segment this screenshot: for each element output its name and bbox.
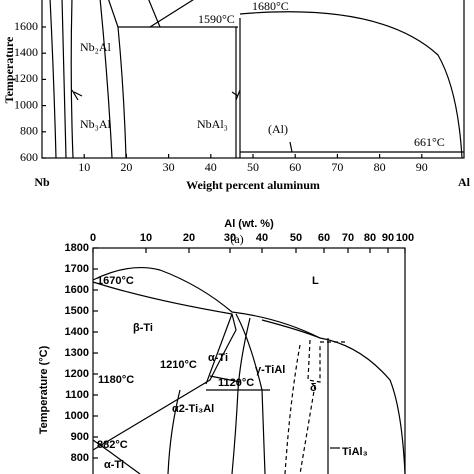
annotation: β-Ti	[133, 322, 153, 334]
phase-boundaries	[92, 266, 406, 474]
annotation: γ-TiAl	[255, 364, 285, 376]
x-tick-label: 0	[90, 232, 96, 244]
x-tick-label: 60	[289, 160, 301, 174]
x-tick-label: 30	[163, 160, 175, 174]
x-tick-label: 30	[224, 232, 236, 244]
x-tick-label: 80	[374, 160, 386, 174]
x-end-label: Al	[458, 175, 471, 189]
caption: (a)	[230, 232, 243, 246]
annotation: Nb₃Al	[80, 117, 112, 131]
x-tick-label: 10	[78, 160, 90, 174]
y-tick-label: 1200	[14, 71, 38, 85]
y-tick-label: 1000	[14, 97, 38, 111]
annotation: 1670°C	[97, 275, 134, 287]
x-tick-label: 90	[416, 160, 428, 174]
plot-frame	[92, 247, 406, 474]
y-tick-label: 1500	[65, 305, 89, 317]
x-axis-label: Al (wt. %)	[224, 218, 274, 230]
y-tick-label: 1100	[65, 389, 89, 401]
annotation: Nb₂Al	[80, 40, 112, 54]
figure-b: Al (wt. %) Temperature (°C) 1670°C L β-T…	[38, 218, 414, 474]
annotation: TiAl₃	[342, 446, 368, 458]
x-tick-label: 70	[331, 160, 343, 174]
x-tick-label: 20	[183, 232, 195, 244]
annotation: 1180°C	[98, 374, 134, 386]
annotation: α2-Ti₃Al	[172, 403, 214, 415]
x-start-label: Nb	[34, 175, 50, 189]
y-tick-label: 1800	[65, 242, 89, 254]
annotation: α-Ti	[208, 352, 228, 364]
y-tick-label: 1300	[65, 347, 89, 359]
x-tick-label: 10	[140, 232, 152, 244]
annotation: 661°C	[414, 135, 445, 149]
annotation: 1210°C	[160, 359, 197, 371]
plot-frame	[41, 0, 465, 159]
annotation: 1680°C	[252, 0, 289, 13]
figure-a: Temperature Nb Al Weight percent aluminu…	[2, 0, 471, 246]
annotation: L	[312, 275, 319, 287]
y-tick-label: 1000	[65, 410, 89, 422]
annotation: 1590°C	[198, 12, 235, 26]
annotation: α-Ti	[104, 459, 124, 471]
x-tick-label: 20	[120, 160, 132, 174]
x-tick-label: 40	[205, 160, 217, 174]
annotation: NbAl₃	[197, 117, 228, 131]
x-tick-label: 60	[318, 232, 330, 244]
y-axis-label: Temperature	[2, 36, 16, 103]
x-tick-label: 90	[382, 232, 394, 244]
x-tick-label: 50	[247, 160, 259, 174]
y-tick-label: 1400	[14, 45, 38, 59]
y-axis-label: Temperature (°C)	[38, 345, 50, 434]
y-tick-label: 1600	[14, 19, 38, 33]
y-tick-label: 1200	[65, 368, 89, 380]
y-tick-label: 600	[20, 150, 38, 164]
annotation: (Al)	[268, 122, 288, 136]
y-tick-label: 800	[71, 452, 89, 464]
x-tick-label: 50	[290, 232, 302, 244]
x-tick-label: 80	[364, 232, 376, 244]
y-tick-label: 800	[20, 124, 38, 138]
x-axis-label: Weight percent aluminum	[186, 178, 320, 192]
annotation: δ	[310, 382, 317, 394]
y-tick-label: 1700	[65, 263, 89, 275]
y-tick-label: 1600	[65, 284, 89, 296]
phase-boundaries	[49, 0, 464, 159]
x-tick-label: 70	[342, 232, 354, 244]
x-tick-label: 100	[396, 232, 414, 244]
y-tick-label: 900	[71, 431, 89, 443]
y-tick-label: 1400	[65, 326, 89, 338]
x-tick-label: 40	[256, 232, 268, 244]
